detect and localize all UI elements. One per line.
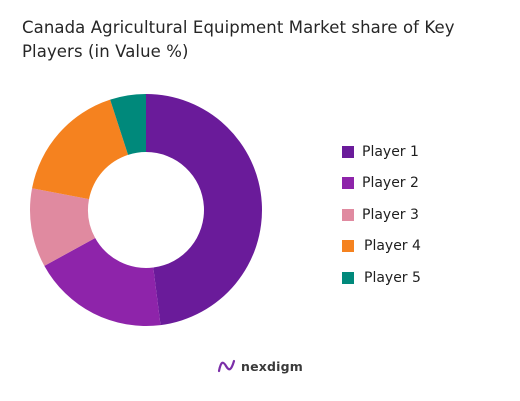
legend-swatch — [342, 240, 354, 253]
brand-name: nexdigm — [240, 358, 304, 374]
donut-slice-4 — [32, 99, 129, 200]
legend-label: Player 2 — [362, 175, 419, 192]
legend-item-4: Player 4 — [342, 231, 421, 263]
legend-swatch — [342, 145, 354, 158]
legend-swatch — [342, 271, 354, 284]
legend-item-3: Player 3 — [342, 199, 421, 231]
legend-item-1: Player 1 — [342, 136, 421, 168]
nexdigm-mark-icon — [217, 359, 236, 373]
donut-slice-2 — [44, 237, 161, 326]
legend-label: Player 4 — [364, 238, 421, 255]
brand-footer: nexdigm — [0, 358, 520, 374]
donut-slice-3 — [30, 188, 96, 266]
nexdigm-logo: nexdigm — [217, 358, 303, 374]
chart-title: Canada Agricultural Equipment Market sha… — [22, 18, 455, 61]
donut-slice-1 — [146, 94, 263, 326]
chart-legend: Player 1 Player 2 Player 3 Player 4 Player 5 — [342, 136, 421, 294]
legend-label: Player 5 — [364, 269, 421, 286]
legend-swatch — [342, 208, 354, 221]
legend-item-2: Player 2 — [342, 168, 421, 200]
legend-label: Player 3 — [362, 206, 419, 223]
donut-slices — [30, 94, 263, 326]
legend-swatch — [342, 177, 354, 190]
legend-item-5: Player 5 — [342, 262, 421, 294]
legend-label: Player 1 — [362, 143, 419, 160]
donut-slice-5 — [110, 94, 146, 155]
